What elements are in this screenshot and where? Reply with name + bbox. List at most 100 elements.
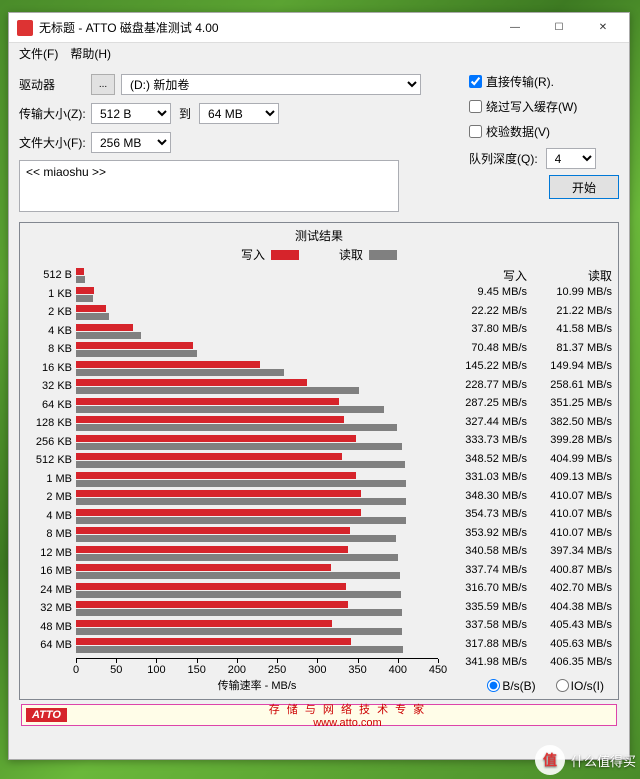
legend-read-swatch bbox=[369, 250, 397, 260]
y-axis-label: 8 KB bbox=[24, 343, 72, 355]
window-title: 无标题 - ATTO 磁盘基准测试 4.00 bbox=[39, 19, 493, 36]
write-bar bbox=[76, 620, 332, 627]
read-value: 410.07 MB/s bbox=[531, 490, 616, 509]
write-bar bbox=[76, 638, 351, 645]
bypass-cache-checkbox[interactable] bbox=[469, 100, 482, 113]
read-bar bbox=[76, 276, 85, 283]
write-value: 335.59 MB/s bbox=[446, 601, 531, 620]
x-tick-label: 150 bbox=[187, 664, 205, 676]
y-axis-label: 1 KB bbox=[24, 288, 72, 300]
read-value: 21.22 MB/s bbox=[531, 305, 616, 324]
watermark-icon: 值 bbox=[535, 745, 565, 775]
direct-io-checkbox[interactable] bbox=[469, 75, 482, 88]
write-bar bbox=[76, 453, 342, 460]
write-value: 337.74 MB/s bbox=[446, 564, 531, 583]
minimize-button[interactable]: — bbox=[493, 14, 537, 42]
browse-button[interactable]: ... bbox=[91, 74, 115, 95]
write-bar bbox=[76, 583, 346, 590]
x-tick-label: 400 bbox=[389, 664, 407, 676]
bar-chart: 512 B1 KB2 KB4 KB8 KB16 KB32 KB64 KB128 … bbox=[22, 267, 446, 697]
read-bar bbox=[76, 591, 401, 598]
read-bar bbox=[76, 369, 284, 376]
filesize-select[interactable]: 256 MB bbox=[91, 132, 171, 153]
read-bar bbox=[76, 480, 406, 487]
read-bar bbox=[76, 535, 396, 542]
write-value: 348.30 MB/s bbox=[446, 490, 531, 509]
write-bar bbox=[76, 416, 344, 423]
y-axis-label: 64 KB bbox=[24, 399, 72, 411]
to-label: 到 bbox=[179, 105, 191, 122]
bar-row: 4 MB bbox=[76, 508, 438, 527]
read-value: 405.43 MB/s bbox=[531, 619, 616, 638]
drive-select[interactable]: (D:) 新加卷 bbox=[121, 74, 421, 95]
bar-row: 64 MB bbox=[76, 637, 438, 656]
verify-checkbox[interactable] bbox=[469, 125, 482, 138]
legend-write-label: 写入 bbox=[241, 246, 265, 263]
col-read-header: 读取 bbox=[531, 267, 616, 284]
table-row: 316.70 MB/s402.70 MB/s bbox=[446, 582, 616, 601]
close-button[interactable]: ✕ bbox=[581, 14, 625, 42]
maximize-button[interactable]: ☐ bbox=[537, 14, 581, 42]
table-row: 331.03 MB/s409.13 MB/s bbox=[446, 471, 616, 490]
transfer-to-select[interactable]: 64 MB bbox=[199, 103, 279, 124]
write-bar bbox=[76, 379, 307, 386]
write-value: 333.73 MB/s bbox=[446, 434, 531, 453]
bar-row: 256 KB bbox=[76, 434, 438, 453]
titlebar[interactable]: 无标题 - ATTO 磁盘基准测试 4.00 — ☐ ✕ bbox=[9, 13, 629, 43]
write-bar bbox=[76, 287, 94, 294]
x-tick-label: 0 bbox=[73, 664, 79, 676]
write-bar bbox=[76, 546, 348, 553]
menubar: 文件(F) 帮助(H) bbox=[9, 43, 629, 65]
write-bar bbox=[76, 324, 133, 331]
y-axis-label: 64 MB bbox=[24, 639, 72, 651]
results-panel: 测试结果 写入 读取 512 B1 KB2 KB4 KB8 KB16 KB32 … bbox=[19, 222, 619, 700]
write-value: 22.22 MB/s bbox=[446, 305, 531, 324]
bar-row: 64 KB bbox=[76, 397, 438, 416]
footer-text: 存 储 与 网 络 技 术 专 家 www.atto.com bbox=[83, 701, 612, 729]
start-button[interactable]: 开始 bbox=[549, 175, 619, 199]
app-icon bbox=[17, 20, 33, 36]
table-row: 9.45 MB/s10.99 MB/s bbox=[446, 286, 616, 305]
bar-row: 128 KB bbox=[76, 415, 438, 434]
read-value: 410.07 MB/s bbox=[531, 508, 616, 527]
y-axis-label: 128 KB bbox=[24, 417, 72, 429]
menu-help[interactable]: 帮助(H) bbox=[70, 45, 111, 63]
write-value: 228.77 MB/s bbox=[446, 379, 531, 398]
bar-row: 24 MB bbox=[76, 582, 438, 601]
unit-ios-radio[interactable] bbox=[556, 679, 569, 692]
write-bar bbox=[76, 361, 260, 368]
read-bar bbox=[76, 554, 398, 561]
write-value: 353.92 MB/s bbox=[446, 527, 531, 546]
bar-row: 1 KB bbox=[76, 286, 438, 305]
read-value: 351.25 MB/s bbox=[531, 397, 616, 416]
menu-file[interactable]: 文件(F) bbox=[19, 45, 58, 63]
transfer-size-label: 传输大小(Z): bbox=[19, 105, 91, 122]
read-value: 258.61 MB/s bbox=[531, 379, 616, 398]
x-tick-label: 300 bbox=[308, 664, 326, 676]
x-tick bbox=[358, 659, 359, 663]
queue-depth-label: 队列深度(Q): bbox=[469, 150, 538, 167]
read-value: 406.35 MB/s bbox=[531, 656, 616, 675]
direct-io-label: 直接传输(R). bbox=[486, 73, 554, 90]
write-value: 341.98 MB/s bbox=[446, 656, 531, 675]
y-axis-label: 48 MB bbox=[24, 621, 72, 633]
bar-row: 16 KB bbox=[76, 360, 438, 379]
transfer-from-select[interactable]: 512 B bbox=[91, 103, 171, 124]
read-value: 149.94 MB/s bbox=[531, 360, 616, 379]
y-axis-label: 2 KB bbox=[24, 306, 72, 318]
x-tick-label: 450 bbox=[429, 664, 447, 676]
x-tick bbox=[156, 659, 157, 663]
read-value: 410.07 MB/s bbox=[531, 527, 616, 546]
y-axis-label: 12 MB bbox=[24, 547, 72, 559]
write-bar bbox=[76, 342, 193, 349]
x-tick bbox=[398, 659, 399, 663]
write-bar bbox=[76, 527, 350, 534]
watermark-text: 什么值得买 bbox=[571, 751, 636, 770]
description-textarea[interactable]: << miaoshu >> bbox=[19, 160, 399, 212]
bar-row: 12 MB bbox=[76, 545, 438, 564]
footer-banner: ATTO 存 储 与 网 络 技 术 专 家 www.atto.com bbox=[21, 704, 617, 726]
unit-bs-label: B/s(B) bbox=[502, 679, 535, 693]
x-tick-label: 100 bbox=[147, 664, 165, 676]
queue-depth-select[interactable]: 4 bbox=[546, 148, 596, 169]
unit-bs-radio[interactable] bbox=[487, 679, 500, 692]
